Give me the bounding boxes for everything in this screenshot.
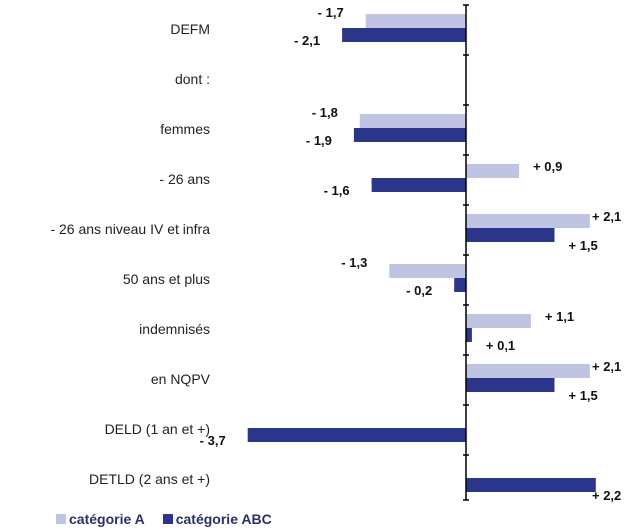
bar-categorie-a xyxy=(466,214,590,228)
category-label: DEFM xyxy=(170,21,210,37)
bar-categorie-abc xyxy=(342,28,466,42)
category-label: DETLD (2 ans et +) xyxy=(89,471,210,487)
bar-categorie-abc xyxy=(353,128,466,142)
value-label: - 2,1 xyxy=(294,33,320,48)
category-label: 50 ans et plus xyxy=(123,271,210,287)
value-label: - 1,6 xyxy=(324,183,350,198)
value-labels: - 1,7 - 2,1 - 1,8 - 1,9 + 0,9 - 1,6 + 2,1 + 1,5… xyxy=(200,5,622,503)
bars xyxy=(247,14,596,492)
category-label: DELD (1 an et +) xyxy=(105,421,210,437)
legend: catégorie A catégorie ABC xyxy=(56,511,272,527)
bar-categorie-abc xyxy=(466,328,472,342)
value-label: + 1,5 xyxy=(569,388,598,403)
category-label: dont : xyxy=(175,71,210,87)
bar-chart: DEFM dont : femmes - 26 ans - 26 ans niveau … xyxy=(50,4,622,503)
bar-categorie-a xyxy=(466,314,531,328)
value-label: + 1,5 xyxy=(569,238,598,253)
value-label: + 2,1 xyxy=(592,359,621,374)
bar-categorie-abc xyxy=(466,228,555,242)
legend-label-a: catégorie A xyxy=(69,511,145,527)
value-label: - 1,3 xyxy=(341,255,367,270)
category-label: en NQPV xyxy=(151,371,211,387)
bar-categorie-a xyxy=(466,164,520,178)
value-label: - 1,7 xyxy=(318,5,344,20)
category-label: - 26 ans xyxy=(159,171,210,187)
category-label: - 26 ans niveau IV et infra xyxy=(50,221,210,237)
category-labels: DEFM dont : femmes - 26 ans - 26 ans niveau … xyxy=(50,21,210,487)
bar-categorie-abc xyxy=(466,478,596,492)
value-label: - 1,8 xyxy=(312,105,338,120)
legend-item-a: catégorie A xyxy=(56,511,145,527)
value-label: - 0,2 xyxy=(406,283,432,298)
category-label: indemnisés xyxy=(139,321,210,337)
bar-categorie-abc xyxy=(454,278,466,292)
category-label: femmes xyxy=(160,121,210,137)
value-label: + 2,2 xyxy=(592,488,621,503)
bar-categorie-abc xyxy=(247,428,466,442)
legend-swatch-a xyxy=(56,514,66,524)
legend-swatch-abc xyxy=(162,514,173,524)
value-label: - 1,9 xyxy=(306,133,332,148)
zero-axis xyxy=(463,4,469,501)
value-label: + 2,1 xyxy=(592,209,621,224)
value-label: + 1,1 xyxy=(545,309,574,324)
value-label: + 0,9 xyxy=(533,159,562,174)
bar-categorie-abc xyxy=(371,178,466,192)
value-label: + 0,1 xyxy=(486,338,515,353)
bar-categorie-a xyxy=(466,364,590,378)
value-label: - 3,7 xyxy=(200,433,226,448)
bar-categorie-a xyxy=(389,264,466,278)
bar-categorie-abc xyxy=(466,378,555,392)
bar-categorie-a xyxy=(365,14,466,28)
legend-label-abc: catégorie ABC xyxy=(175,511,272,527)
bar-categorie-a xyxy=(359,114,466,128)
legend-item-abc: catégorie ABC xyxy=(162,511,272,527)
